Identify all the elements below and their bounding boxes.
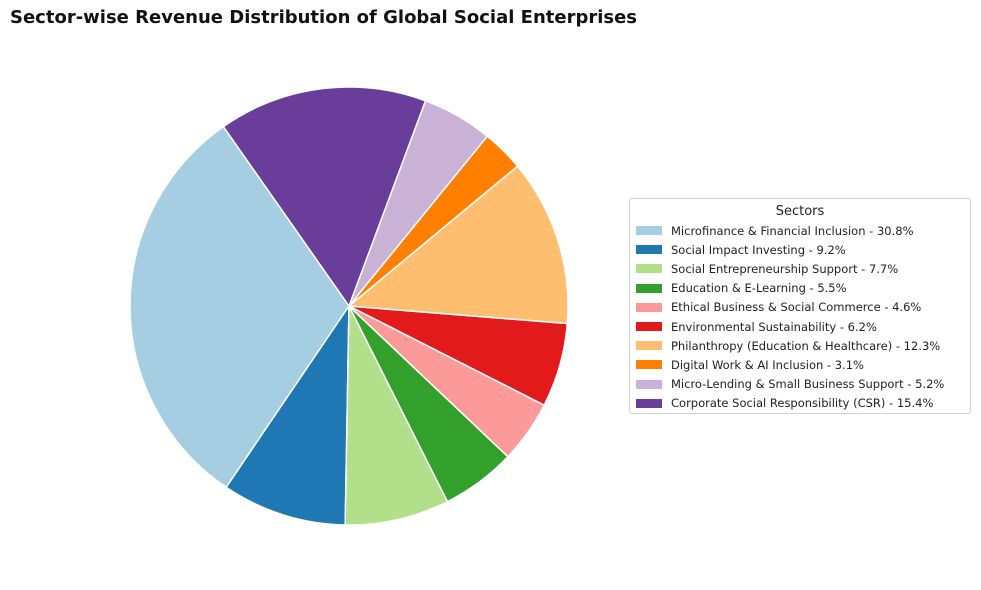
- legend-items: Microfinance & Financial Inclusion - 30.…: [636, 221, 964, 413]
- legend-swatch: [636, 398, 662, 408]
- legend: Sectors Microfinance & Financial Inclusi…: [629, 198, 971, 414]
- legend-label: Social Impact Investing - 9.2%: [671, 242, 846, 257]
- pie-slices: [129, 86, 569, 526]
- pie-slice-2: [225, 305, 350, 526]
- legend-swatch: [636, 302, 662, 312]
- legend-item-9: Micro-Lending & Small Business Support -…: [636, 375, 964, 394]
- legend-label: Environmental Sustainability - 6.2%: [671, 319, 877, 334]
- legend-swatch: [636, 226, 662, 236]
- legend-swatch: [636, 379, 662, 389]
- legend-item-1: Microfinance & Financial Inclusion - 30.…: [636, 221, 964, 240]
- legend-item-4: Education & E-Learning - 5.5%: [636, 279, 964, 298]
- pie-slice-3: [344, 305, 449, 526]
- legend-item-3: Social Entrepreneurship Support - 7.7%: [636, 259, 964, 278]
- legend-label: Education & E-Learning - 5.5%: [671, 281, 847, 296]
- legend-swatch: [636, 360, 662, 370]
- legend-label: Philanthropy (Education & Healthcare) - …: [671, 338, 941, 353]
- legend-item-8: Digital Work & AI Inclusion - 3.1%: [636, 355, 964, 374]
- legend-item-2: Social Impact Investing - 9.2%: [636, 240, 964, 259]
- legend-item-7: Philanthropy (Education & Healthcare) - …: [636, 336, 964, 355]
- pie-slice-7: [348, 165, 569, 325]
- legend-swatch: [636, 245, 662, 255]
- legend-label: Corporate Social Responsibility (CSR) - …: [671, 396, 934, 411]
- legend-label: Social Entrepreneurship Support - 7.7%: [671, 261, 899, 276]
- chart-title: Sector-wise Revenue Distribution of Glob…: [10, 7, 638, 28]
- legend-swatch: [636, 322, 662, 332]
- legend-label: Ethical Business & Social Commerce - 4.6…: [671, 300, 922, 315]
- legend-item-10: Corporate Social Responsibility (CSR) - …: [636, 394, 964, 413]
- legend-swatch: [636, 264, 662, 274]
- pie-slice-10: [222, 86, 427, 307]
- legend-label: Microfinance & Financial Inclusion - 30.…: [671, 223, 914, 238]
- legend-item-5: Ethical Business & Social Commerce - 4.6…: [636, 298, 964, 317]
- legend-swatch: [636, 283, 662, 293]
- pie-slice-1: [129, 125, 350, 489]
- legend-item-6: Environmental Sustainability - 6.2%: [636, 317, 964, 336]
- legend-label: Micro-Lending & Small Business Support -…: [671, 377, 945, 392]
- legend-label: Digital Work & AI Inclusion - 3.1%: [671, 357, 864, 372]
- legend-title: Sectors: [775, 204, 825, 219]
- legend-swatch: [636, 341, 662, 351]
